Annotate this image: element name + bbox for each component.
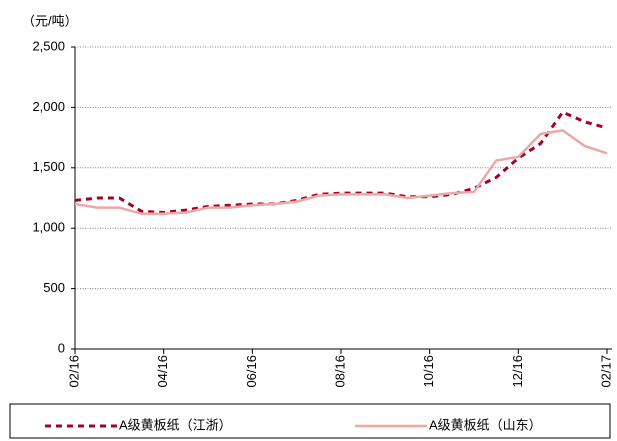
x-tick-label: 10/16 (421, 355, 436, 388)
x-tick-label: 06/16 (244, 355, 259, 388)
y-axis-label: （元/吨） (22, 13, 78, 28)
series-line (74, 129, 608, 215)
x-tick-label: 08/16 (332, 355, 347, 388)
y-tick-label: 1,500 (32, 159, 65, 174)
y-tick-label: 500 (43, 280, 65, 295)
x-tick-label: 04/16 (155, 355, 170, 388)
series-line (74, 110, 608, 214)
y-tick-label: 2,000 (32, 99, 65, 114)
y-tick-label: 2,500 (32, 38, 65, 53)
legend-label: A级黄板纸（山东） (429, 417, 542, 432)
legend-box (9, 403, 611, 439)
x-tick-label: 12/16 (510, 355, 525, 388)
x-tick-label: 02/16 (66, 355, 81, 388)
y-tick-label: 1,000 (32, 220, 65, 235)
y-tick-label: 0 (58, 340, 65, 355)
legend-label: A级黄板纸（江浙） (119, 417, 232, 432)
x-tick-label: 02/17 (598, 355, 613, 388)
